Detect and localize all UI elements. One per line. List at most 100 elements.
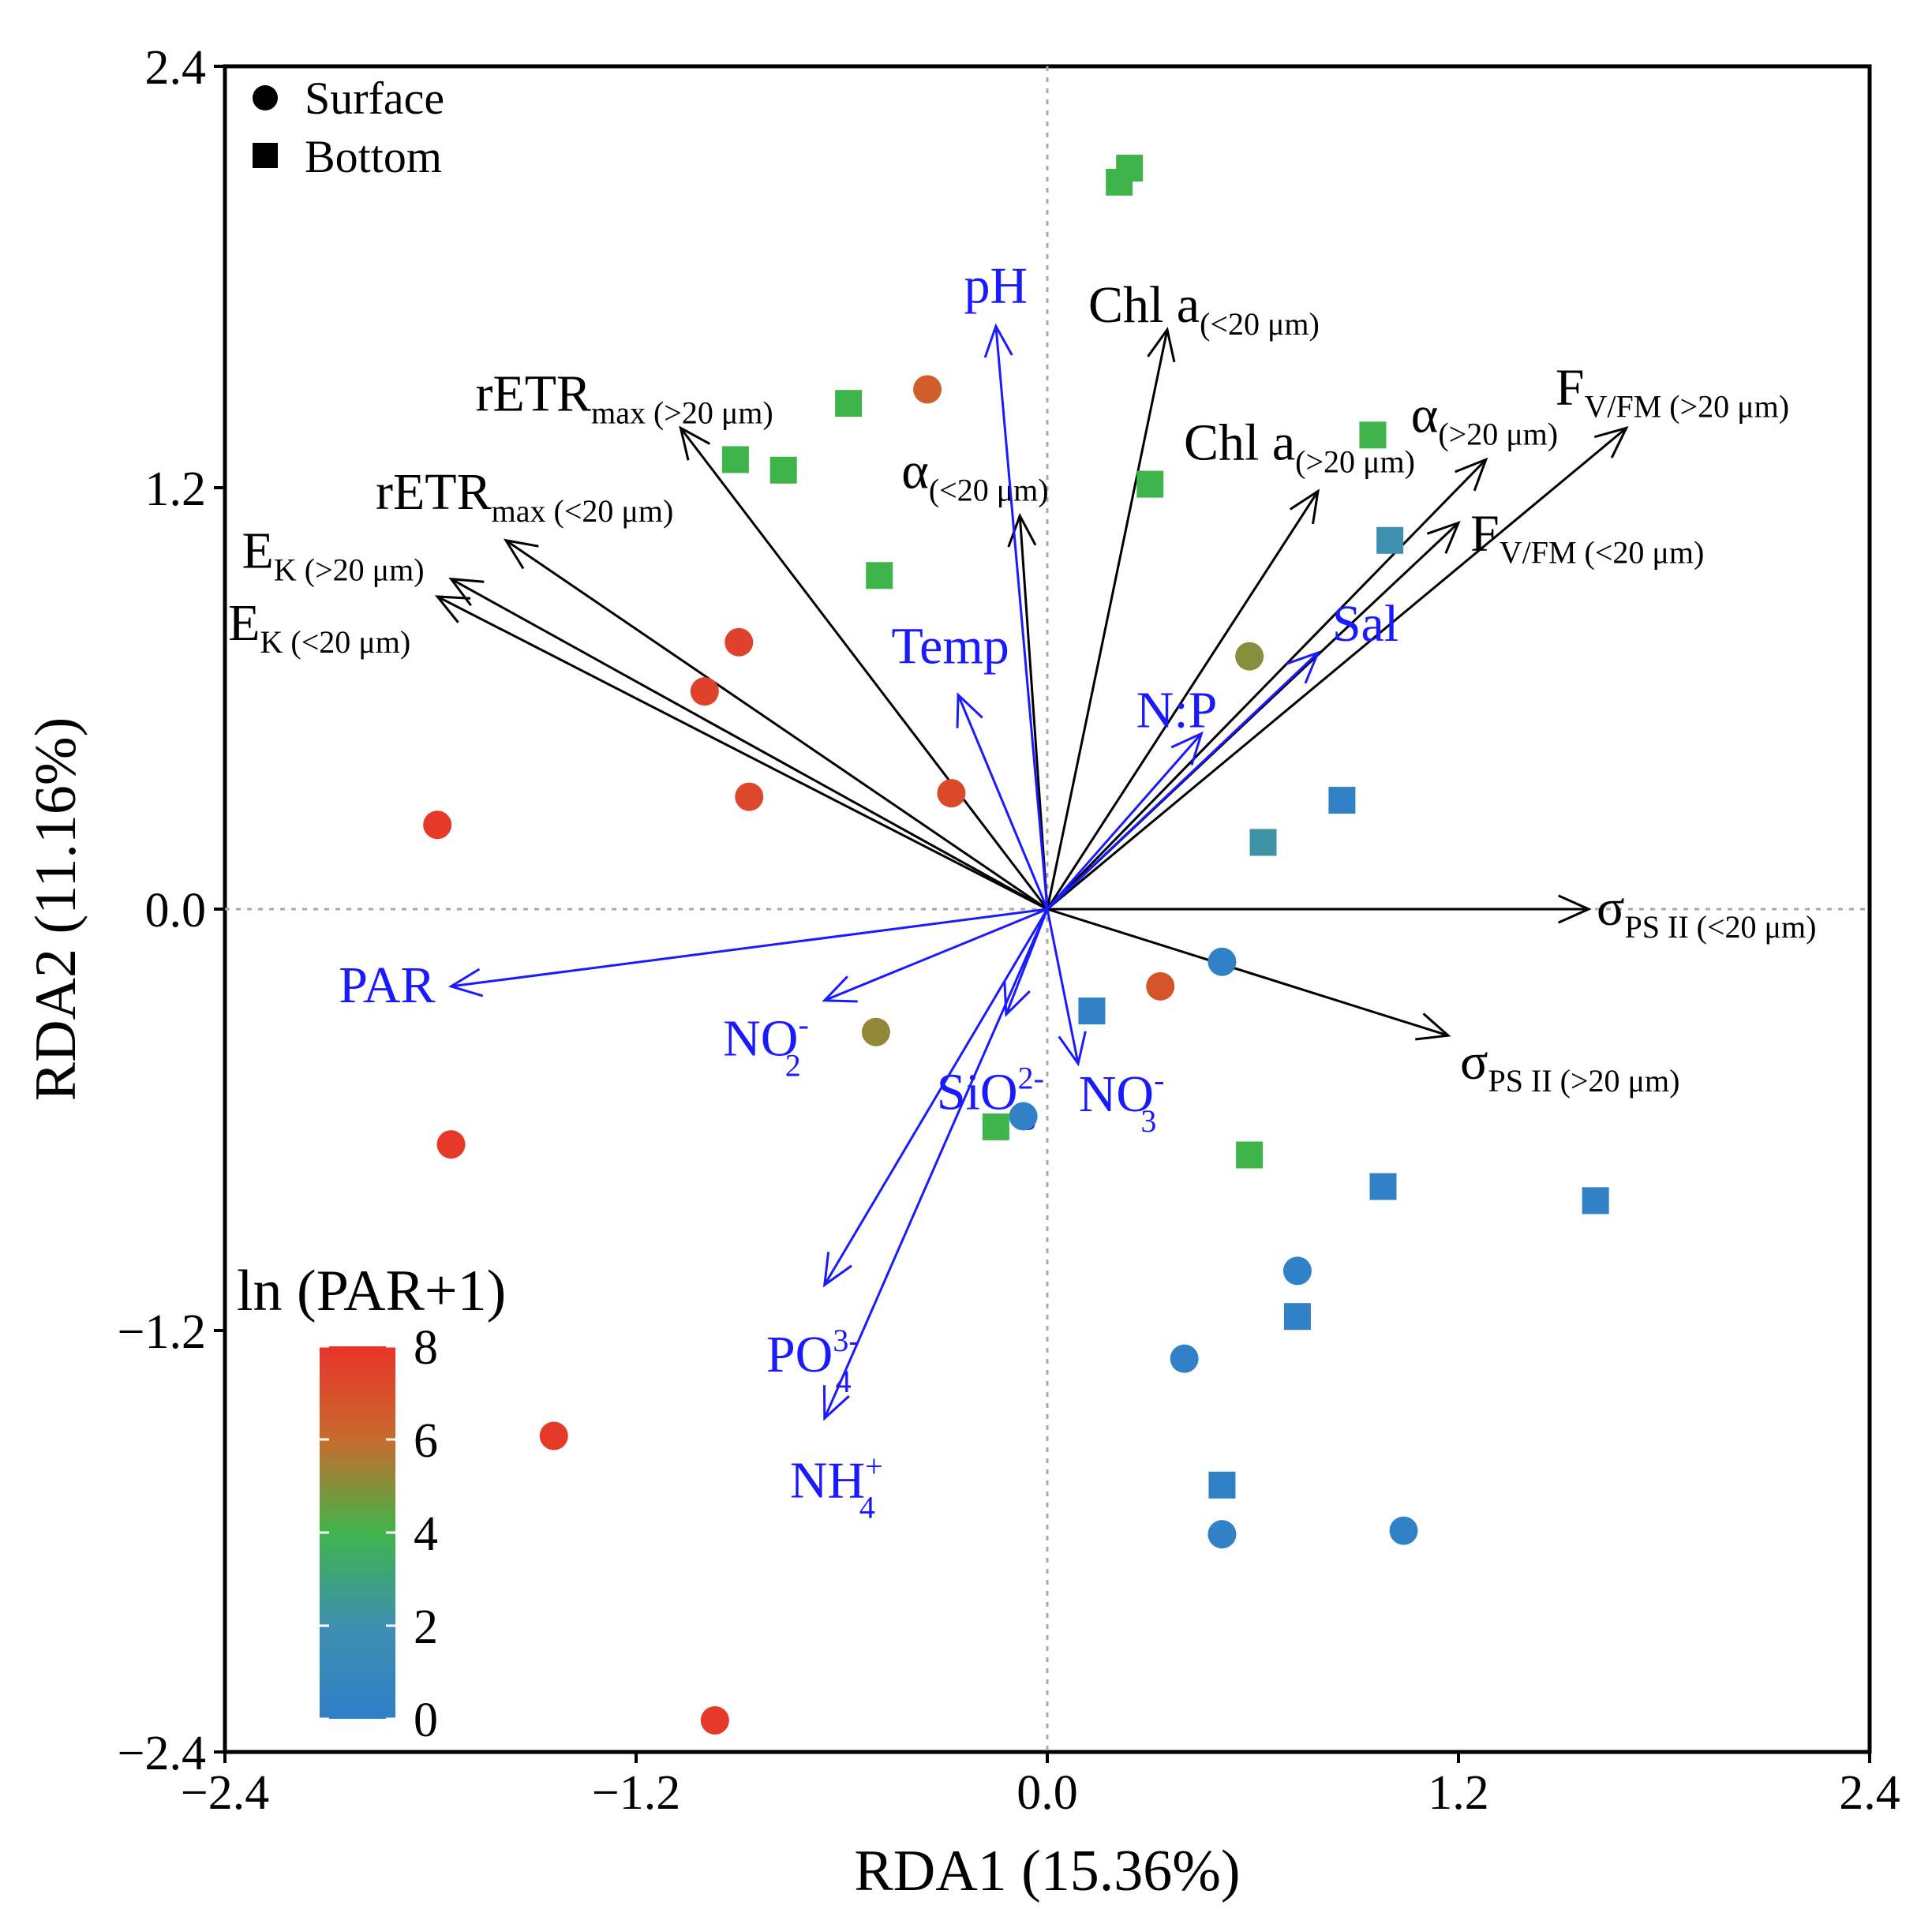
response-vector-label-sub: K (>20 μm) xyxy=(274,552,425,588)
surface-point xyxy=(1009,1102,1038,1131)
bottom-point xyxy=(1208,1471,1236,1499)
colorbar-tick-label: 6 xyxy=(414,1414,438,1468)
response-vector-label: σPS II (<20 μm) xyxy=(1597,879,1816,945)
response-vector-label-main: E xyxy=(242,522,274,580)
explanatory-vector: Temp xyxy=(891,618,1049,910)
response-vector-line xyxy=(1046,329,1169,910)
response-vector-label-main: F xyxy=(1470,505,1500,563)
explanatory-vector-line xyxy=(1046,732,1203,910)
surface-point xyxy=(1208,1520,1237,1549)
explanatory-vector-label: NO-2 xyxy=(723,1007,809,1084)
response-vector-arrowhead xyxy=(1593,425,1629,459)
response-vector: σPS II (>20 μm) xyxy=(1046,908,1679,1099)
response-vector-label-sub: K (<20 μm) xyxy=(260,624,411,660)
response-vector-label-main: α xyxy=(1411,386,1439,444)
explanatory-vector: Sal xyxy=(1046,595,1398,911)
explanatory-vector-label: PO3-4 xyxy=(766,1323,859,1399)
response-vector-label-sub: V/FM (<20 μm) xyxy=(1500,535,1705,571)
explanatory-vector: NO-3 xyxy=(1046,908,1165,1139)
response-vector-arrowhead xyxy=(1558,894,1592,924)
response-vector: σPS II (<20 μm) xyxy=(1047,879,1816,945)
surface-point xyxy=(1146,971,1175,1001)
response-vector: FV/FM (<20 μm) xyxy=(1046,505,1705,911)
response-vector-label-main: rETR xyxy=(475,365,591,422)
explanatory-vector-label: N:P xyxy=(1136,682,1218,739)
bottom-point xyxy=(1328,787,1356,814)
explanatory-vector-line xyxy=(824,908,1048,1002)
surface-point xyxy=(1170,1344,1199,1373)
surface-point xyxy=(690,677,719,706)
x-tick-label: 1.2 xyxy=(1428,1766,1489,1820)
response-vector: EK (<20 μm) xyxy=(228,594,1048,911)
response-vector-label: rETRmax (<20 μm) xyxy=(376,463,673,529)
response-vector-label-sub: (<20 μm) xyxy=(1200,306,1320,342)
x-tick-label: 2.4 xyxy=(1839,1766,1900,1820)
explanatory-vector-label: Sal xyxy=(1332,595,1398,653)
explanatory-vector-label: NO-3 xyxy=(1079,1062,1165,1139)
explanatory-vector: PAR xyxy=(339,908,1048,1014)
surface-point xyxy=(700,1705,729,1735)
response-vector-label: σPS II (>20 μm) xyxy=(1460,1033,1679,1099)
response-vector-arrowhead xyxy=(1415,1013,1451,1041)
bottom-point xyxy=(1078,998,1106,1025)
legend-bottom-label: Bottom xyxy=(305,131,442,182)
response-vector-label-sub: V/FM (>20 μm) xyxy=(1584,388,1789,424)
response-vector-line xyxy=(450,578,1048,911)
surface-point xyxy=(1282,1256,1312,1286)
response-vector-label-main: F xyxy=(1556,358,1585,416)
explanatory-vector-label: SiO2-3 xyxy=(937,1061,1044,1137)
response-vector-label: rETRmax (>20 μm) xyxy=(475,365,773,430)
explanatory-vector-arrowhead xyxy=(822,1385,850,1421)
response-vector: rETRmax (>20 μm) xyxy=(475,365,1049,910)
response-vector-arrowhead xyxy=(1426,520,1461,554)
surface-point xyxy=(423,810,452,840)
x-axis-title: RDA1 (15.36%) xyxy=(854,1839,1240,1903)
response-vector-line xyxy=(1018,515,1049,910)
response-vector-label: EK (<20 μm) xyxy=(228,594,410,660)
response-vector: α(>20 μm) xyxy=(1046,386,1558,911)
response-vector-label-sub: PS II (>20 μm) xyxy=(1488,1063,1680,1099)
response-vector-label-sub: (>20 μm) xyxy=(1295,444,1415,479)
explanatory-vector-line xyxy=(823,908,1049,1419)
explanatory-vector-arrowhead xyxy=(983,323,1013,358)
response-vector-line xyxy=(1046,459,1487,911)
surface-point xyxy=(1208,947,1237,976)
colorbar-tick-label: 2 xyxy=(414,1600,438,1654)
explanatory-vector-label: pH xyxy=(964,256,1028,314)
response-vector: EK (>20 μm) xyxy=(242,522,1048,911)
explanatory-vector-line xyxy=(957,694,1049,910)
response-vector: Chl a (<20 μm) xyxy=(1046,276,1320,910)
explanatory-vector-line xyxy=(451,908,1048,988)
bottom-point xyxy=(1236,1141,1264,1169)
response-vector-line xyxy=(1046,427,1627,911)
bottom-point xyxy=(1582,1187,1609,1215)
response-vector-label: α(<20 μm) xyxy=(901,443,1048,508)
explanatory-vector-arrowhead xyxy=(1058,1031,1087,1067)
response-vector-label-main: E xyxy=(228,594,260,652)
response-vector: FV/FM (>20 μm) xyxy=(1046,358,1789,911)
surface-point xyxy=(937,779,966,808)
x-tick-label: −2.4 xyxy=(181,1766,269,1820)
explanatory-vector-line xyxy=(994,326,1049,910)
explanatory-vector: N:P xyxy=(1046,682,1218,910)
response-vector-line xyxy=(505,539,1048,911)
response-vector-label-main: σ xyxy=(1597,879,1625,937)
explanatory-vector-line xyxy=(1046,652,1320,911)
surface-point xyxy=(724,627,754,657)
y-tick-label: 0.0 xyxy=(145,884,207,938)
bottom-point xyxy=(1136,470,1164,498)
colorbar-tick-label: 8 xyxy=(414,1321,438,1375)
response-vector-label: Chl a(>20 μm) xyxy=(1184,414,1415,479)
surface-point xyxy=(436,1130,466,1159)
explanatory-vector: NH+ 4 xyxy=(790,908,1049,1525)
response-vector-label-main: Chl a xyxy=(1184,414,1295,471)
explanatory-vector: NO-2 xyxy=(723,908,1048,1084)
response-vector-label-sub: (<20 μm) xyxy=(929,473,1049,508)
colorbar-gradient xyxy=(320,1346,395,1719)
surface-point xyxy=(861,1017,890,1046)
explanatory-vector-arrowhead xyxy=(956,692,983,728)
explanatory-vector-arrowhead xyxy=(1286,650,1320,684)
bottom-point xyxy=(982,1113,1009,1140)
response-vector-arrowhead xyxy=(1455,457,1488,492)
